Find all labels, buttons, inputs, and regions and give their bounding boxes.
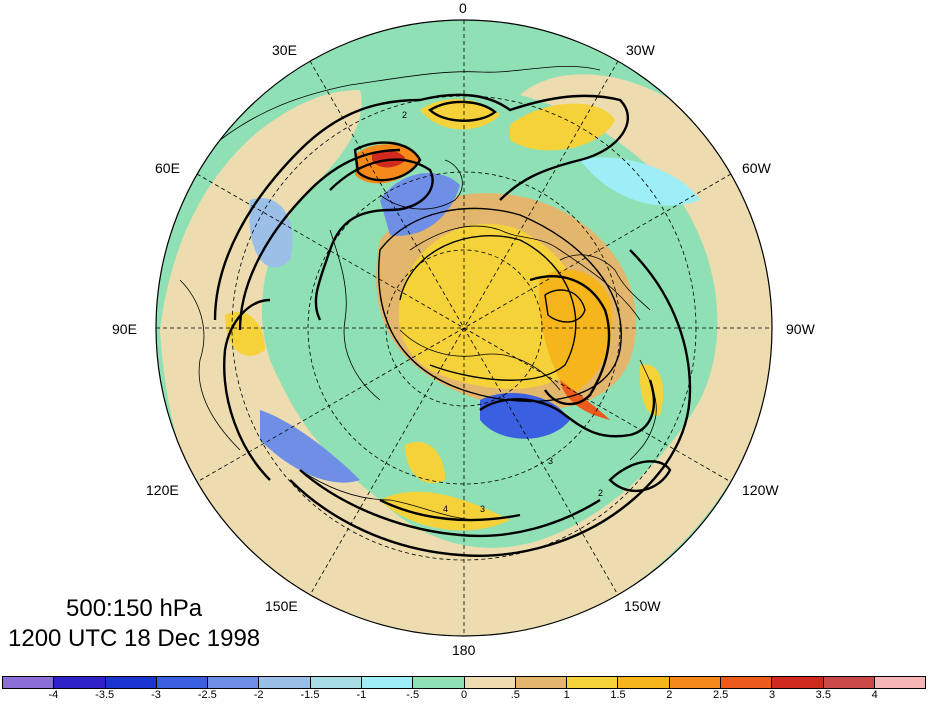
field-north-jet [420, 99, 500, 130]
colorbar-box [567, 677, 619, 688]
colorbar-tick-label: 4 [871, 689, 878, 701]
field-cyan-atlantic [580, 157, 700, 206]
contour-label: 3 [480, 504, 485, 514]
lon-label-30e: 30E [272, 42, 297, 58]
colorbar-tick-label: 2.5 [713, 689, 729, 701]
field-blue-asia [249, 198, 293, 268]
colorbar-tick-label: .5 [510, 689, 520, 701]
contour-label: 2 [402, 110, 407, 120]
lon-label-90e: 90E [112, 321, 137, 337]
colorbar-box [310, 677, 362, 688]
contour-label: 4 [443, 504, 448, 514]
valid-time: 1200 UTC 18 Dec 1998 [8, 625, 261, 652]
field-south-jet-2 [405, 441, 445, 484]
contours-thin [378, 207, 622, 403]
colorbar-box [823, 677, 875, 688]
contour-labels: 2 3 4 3 2 [402, 110, 603, 514]
colorbar-box [3, 677, 55, 688]
colorbar-tick-label: -3.5 [95, 689, 115, 701]
pressure-level: 500:150 hPa [66, 595, 203, 622]
map-caption: 500:150 hPa 1200 UTC 18 Dec 1998 [8, 594, 260, 654]
lon-label-90w: 90W [786, 321, 815, 337]
lon-label-180: 180 [452, 642, 476, 658]
colorbar-tick-label: 3 [768, 689, 776, 701]
colorbar-box [464, 677, 516, 688]
colorbar-box [361, 677, 414, 688]
contours [213, 93, 692, 557]
colorbar-box [720, 677, 773, 688]
field-northeast-jet [510, 103, 615, 151]
colorbar-tick-label: -.5 [406, 689, 420, 701]
field-blue-east-asia [260, 410, 360, 483]
lon-label-150w: 150W [624, 598, 661, 614]
colorbar-box [259, 677, 311, 688]
colorbar-tick-label: -4 [48, 689, 59, 701]
colorbar-tick-label: 2 [666, 689, 673, 701]
colorbar-tick-label: 1 [563, 689, 570, 701]
colorbar-tick-label: 0 [460, 689, 468, 701]
colorbar-box [54, 677, 106, 688]
colorbar-tick-label: -2.5 [197, 689, 217, 701]
colorbar-tick-label: 1.5 [610, 689, 626, 701]
colorbar-box [156, 677, 209, 688]
colorbar-tick-label: -2 [253, 689, 264, 701]
colorbar-box [618, 677, 670, 688]
colorbar-box [669, 677, 721, 688]
field-center-high [398, 223, 584, 389]
contour-label: 2 [598, 488, 603, 498]
colorbar-box [105, 677, 157, 688]
colorbar-tick-label: -1.5 [300, 689, 320, 701]
lon-label-120w: 120W [742, 482, 779, 498]
lon-label-120e: 120E [146, 482, 179, 498]
lon-label-60w: 60W [742, 160, 771, 176]
field-blue-north [380, 173, 460, 236]
field-tan-ring [160, 74, 772, 636]
colorbar [2, 676, 926, 689]
lon-label-30w: 30W [626, 42, 655, 58]
colorbar-tick-label: 3.5 [815, 689, 831, 701]
colorbar-tick-label: -3 [151, 689, 161, 701]
colorbar-box [208, 677, 260, 688]
graticule [156, 20, 772, 636]
colorbar-tick-label: -1 [356, 689, 367, 701]
lon-label-150e: 150E [265, 598, 298, 614]
colorbar-box [413, 677, 465, 688]
colorbar-box [772, 677, 824, 688]
map-boundary [155, 19, 773, 637]
colorbar-box [874, 677, 926, 688]
field-east-jet [639, 364, 664, 416]
contour-label: 3 [548, 456, 553, 466]
lon-label-0: 0 [459, 0, 467, 16]
map-disk: 2 3 4 3 2 [156, 20, 772, 636]
colorbar-box [515, 677, 568, 688]
lon-label-60e: 60E [155, 160, 180, 176]
